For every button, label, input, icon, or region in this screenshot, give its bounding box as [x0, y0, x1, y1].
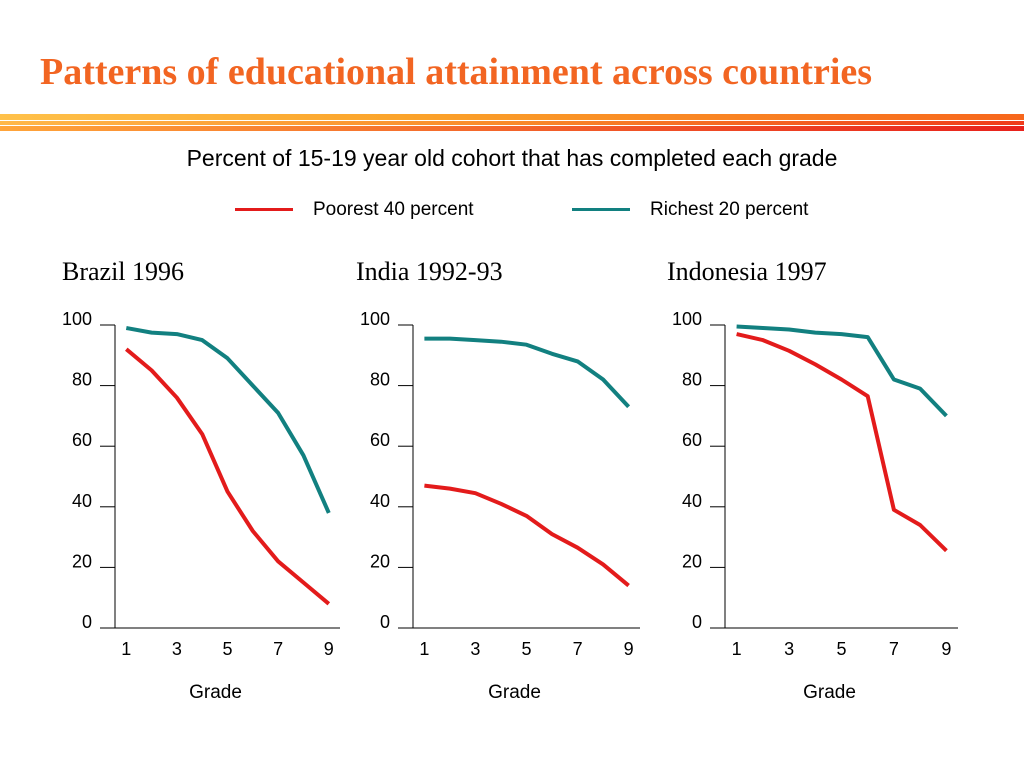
y-tick-label: 40	[682, 491, 702, 511]
x-axis-title: Grade	[803, 682, 856, 703]
y-tick-label: 100	[672, 309, 702, 329]
y-tick-label: 20	[370, 551, 390, 571]
panel-title: Indonesia 1997	[667, 257, 827, 286]
panel-title: Brazil 1996	[62, 257, 184, 286]
y-tick-label: 100	[360, 309, 390, 329]
title-rule	[0, 126, 1024, 131]
chart-subtitle: Percent of 15-19 year old cohort that ha…	[186, 145, 838, 171]
y-tick-label: 80	[370, 370, 390, 390]
x-axis-title: Grade	[488, 682, 541, 703]
legend-label-richest: Richest 20 percent	[650, 199, 809, 220]
legend-label-poorest: Poorest 40 percent	[313, 199, 474, 220]
x-tick-label: 5	[222, 639, 232, 659]
x-axis-title: Grade	[189, 682, 242, 703]
x-tick-label: 9	[941, 639, 951, 659]
x-tick-label: 9	[624, 639, 634, 659]
series-line-poorest	[424, 483, 630, 588]
panel-title: India 1992-93	[356, 257, 503, 286]
x-tick-label: 3	[172, 639, 182, 659]
x-tick-label: 3	[470, 639, 480, 659]
x-tick-label: 5	[836, 639, 846, 659]
x-tick-label: 5	[521, 639, 531, 659]
legend-swatch-richest	[572, 208, 630, 211]
series-line-poorest	[125, 347, 331, 606]
x-tick-label: 9	[324, 639, 334, 659]
series-line-poorest	[736, 332, 948, 553]
series-line-richest	[125, 326, 331, 514]
y-tick-label: 60	[682, 430, 702, 450]
x-tick-label: 1	[121, 639, 131, 659]
y-tick-label: 80	[72, 370, 92, 390]
legend-swatch-poorest	[235, 208, 293, 211]
x-tick-label: 7	[273, 639, 283, 659]
series-line-richest	[424, 336, 631, 409]
x-tick-label: 3	[784, 639, 794, 659]
y-tick-label: 60	[370, 430, 390, 450]
legend: Poorest 40 percent Richest 20 percent	[0, 195, 1024, 225]
x-tick-label: 1	[732, 639, 742, 659]
x-tick-label: 1	[419, 639, 429, 659]
y-tick-label: 20	[72, 551, 92, 571]
title-rule	[0, 114, 1024, 120]
y-tick-label: 60	[72, 430, 92, 450]
y-tick-label: 40	[370, 491, 390, 511]
x-tick-label: 7	[889, 639, 899, 659]
y-tick-label: 100	[62, 309, 92, 329]
series-line-richest	[736, 324, 948, 418]
y-tick-label: 0	[82, 612, 92, 632]
slide-title: Patterns of educational attainment acros…	[40, 51, 873, 93]
title-rule	[0, 121, 1024, 125]
x-tick-label: 7	[573, 639, 583, 659]
y-tick-label: 0	[692, 612, 702, 632]
y-tick-label: 80	[682, 370, 702, 390]
y-tick-label: 40	[72, 491, 92, 511]
y-tick-label: 20	[682, 551, 702, 571]
y-tick-label: 0	[380, 612, 390, 632]
